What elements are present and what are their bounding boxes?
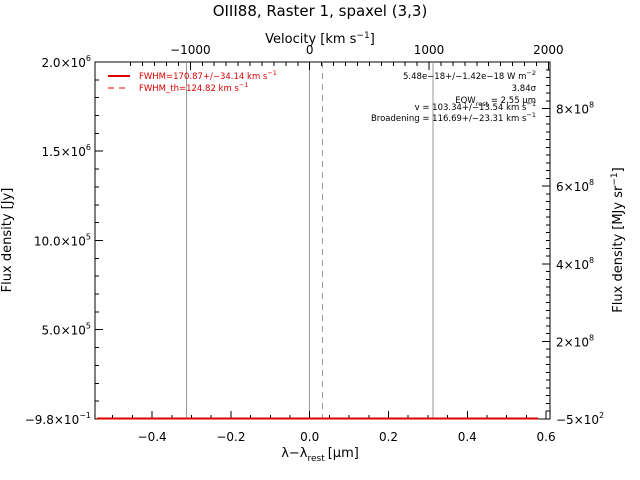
right-y-tick-label: 8×108 [556, 101, 594, 117]
x-tick-label: −0.4 [138, 430, 167, 444]
top-tick-label: 0 [306, 43, 314, 57]
annotation-eqw: EQWrest = 2.55 μm [455, 96, 536, 108]
annotation-significance: 3.84σ [512, 84, 537, 94]
right-y-tick-label: −5×102 [556, 411, 604, 427]
fit-annotations: 5.48e−18+/−1.42e−18 W m−2 3.84σ EQWrest … [371, 69, 537, 124]
right-y-tick-label: 4×108 [556, 256, 594, 272]
axis-ticks: −0.4 −0.2 0.0 0.2 0.4 0.6 −1000 0 1000 2000 −9.8×1… [25, 43, 604, 444]
reference-lines [185, 62, 434, 419]
annotation-line-flux: 5.48e−18+/−1.42e−18 W m−2 [403, 69, 536, 82]
top-tick-label: 1000 [414, 43, 445, 57]
x-axis-label: λ−λrest [μm] [281, 446, 359, 464]
chart-title: OIII88, Raster 1, spaxel (3,3) [213, 2, 428, 20]
top-axis-label: Velocity [km s−1] [265, 31, 375, 47]
x-tick-label: −0.2 [216, 430, 245, 444]
y-tick-label: 10.0×105 [34, 232, 91, 248]
y-tick-label: 1.5×106 [41, 143, 91, 159]
annotation-broadening: Broadening = 116.69+/−23.31 km s−1 [371, 111, 536, 124]
right-y-tick-label: 2×108 [556, 333, 594, 349]
right-y-axis-label: Flux density [MJy sr−1] [610, 167, 626, 312]
x-tick-label: 0.0 [300, 430, 319, 444]
x-tick-label: 0.2 [379, 430, 398, 444]
y-axis-label: Flux density [Jy] [0, 188, 15, 293]
legend-label-fwhm-th: FWHM_th=124.82 km s−1 [139, 81, 248, 94]
top-tick-label: 2000 [533, 43, 564, 57]
y-tick-label: 2.0×106 [41, 54, 91, 70]
x-tick-label: 0.4 [458, 430, 477, 444]
top-tick-label: −1000 [170, 43, 211, 57]
x-tick-label: 0.6 [537, 430, 556, 444]
right-y-tick-label: 6×108 [556, 178, 594, 194]
legend-label-fwhm: FWHM=170.87+/−34.14 km s−1 [139, 69, 277, 82]
y-tick-label: −9.8×10−1 [25, 411, 91, 427]
y-tick-label: 5.0×105 [41, 322, 91, 338]
annotation-velocity: v = 103.34+/−13.54 km s−1 [415, 100, 536, 113]
legend: FWHM=170.87+/−34.14 km s−1 FWHM_th=124.8… [108, 69, 277, 94]
